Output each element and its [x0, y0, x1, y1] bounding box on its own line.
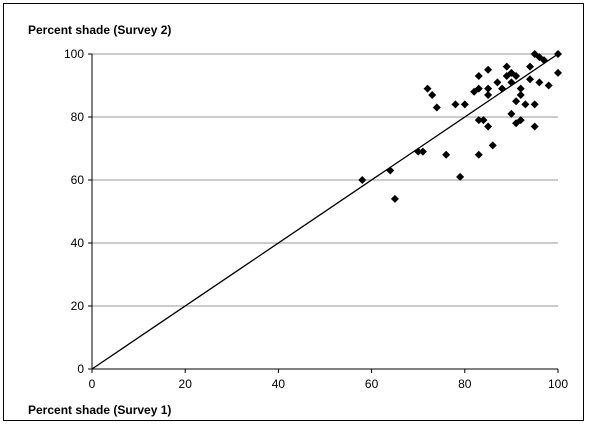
x-tick-label: 60 [365, 377, 379, 391]
gridlines [92, 53, 558, 307]
y-tick-label: 40 [71, 236, 85, 250]
data-point [516, 116, 525, 125]
reference-line [91, 53, 559, 370]
data-point [516, 90, 525, 99]
data-point [484, 84, 493, 93]
data-points [358, 50, 562, 203]
x-axis-title: Percent shade (Survey 1) [28, 403, 171, 417]
y-tick-label: 20 [71, 299, 85, 313]
x-tick-label: 100 [548, 377, 568, 391]
y-tick-label: 80 [71, 110, 85, 124]
y-axis-title: Percent shade (Survey 2) [28, 23, 171, 37]
y-tick-label: 100 [64, 47, 84, 61]
data-point [554, 68, 562, 77]
data-point [456, 172, 465, 181]
tick-labels: 0 20 40 60 80 100 0 20 40 60 80 100 [64, 47, 568, 391]
data-point [390, 194, 399, 203]
axes [88, 53, 559, 373]
data-point [479, 116, 488, 125]
data-point [530, 100, 539, 109]
data-point [423, 84, 432, 93]
data-point [507, 109, 516, 118]
x-tick-label: 80 [458, 377, 472, 391]
data-point [358, 176, 367, 184]
data-point [526, 62, 535, 71]
data-point [484, 65, 493, 74]
data-point [474, 116, 483, 125]
data-point [442, 150, 451, 159]
data-point [530, 122, 539, 131]
data-point [386, 166, 395, 175]
data-point [535, 78, 544, 87]
y-tick-label: 0 [77, 362, 84, 376]
x-tick-label: 0 [89, 377, 96, 391]
x-tick-label: 20 [179, 377, 193, 391]
data-point [544, 81, 553, 90]
data-point [526, 75, 535, 84]
data-point [512, 97, 521, 106]
data-point [554, 50, 562, 58]
data-point [488, 141, 497, 150]
data-point [507, 68, 516, 77]
data-point [474, 84, 483, 93]
data-point [428, 90, 437, 99]
data-point [484, 90, 493, 99]
data-point [474, 150, 483, 159]
data-point [512, 72, 521, 81]
data-point [521, 100, 530, 109]
y-tick-label: 60 [71, 173, 85, 187]
data-point [540, 56, 549, 65]
data-point [460, 100, 469, 109]
x-tick-label: 40 [272, 377, 286, 391]
data-point [507, 78, 516, 87]
data-point [493, 78, 502, 87]
data-point [502, 62, 511, 71]
data-point [414, 147, 423, 156]
data-point [432, 103, 441, 112]
data-point [418, 147, 427, 156]
data-point [484, 122, 493, 131]
data-point [451, 100, 460, 109]
reference-line-group [91, 53, 559, 370]
data-point [498, 84, 507, 93]
data-point [474, 72, 483, 81]
data-point [516, 84, 525, 93]
